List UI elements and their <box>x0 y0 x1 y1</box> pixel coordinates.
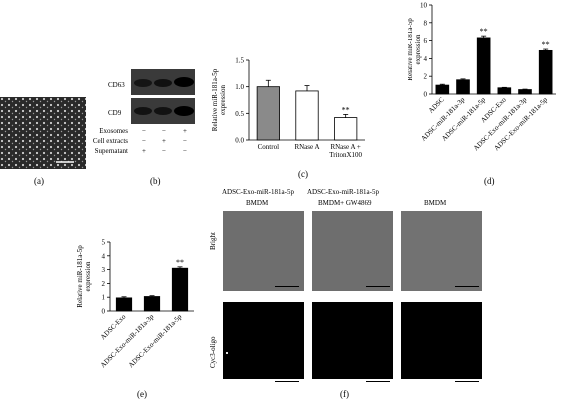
y-tick-label: 6 <box>424 37 428 45</box>
significance-label: ** <box>542 40 550 49</box>
mark: − <box>183 147 187 155</box>
y-tick-label: 3 <box>102 266 106 274</box>
scale-bar <box>275 381 299 382</box>
y-tick-label: 10 <box>420 2 428 10</box>
x-tick-label: RNase A <box>294 143 319 151</box>
x-tick-label: ADSC-Exo-miR-181a-5p <box>127 312 184 369</box>
x-tick-label: RNase A + TritonX100 <box>329 143 362 159</box>
panel-label-a: (a) <box>34 176 44 186</box>
row-label-bright: Bright <box>209 232 217 250</box>
mark: − <box>162 127 166 135</box>
col-header-3-line2: BMDM <box>424 199 447 207</box>
y-axis-label: Relative miR-181a-5pexpression <box>211 68 227 131</box>
bar <box>476 37 491 95</box>
mark: − <box>183 137 187 145</box>
image-cyc3-3 <box>401 302 482 379</box>
mark: − <box>162 147 166 155</box>
panel-label-d: (d) <box>484 176 495 186</box>
col-header-2-line2: BMDM+ GW4869 <box>318 199 372 207</box>
panel-label-c: (c) <box>298 169 308 179</box>
image-cyc3-2 <box>312 302 393 379</box>
panel-label-b: (b) <box>150 176 161 186</box>
panel-label-e: (e) <box>137 389 147 399</box>
y-tick-label: 4 <box>424 55 428 63</box>
significance-label: ** <box>480 27 488 36</box>
row-label-supernatant: Supernatant <box>94 147 128 155</box>
bar <box>497 87 512 95</box>
image-bright-3 <box>401 211 482 291</box>
significance-label: ** <box>176 258 184 267</box>
row-label-cell-extracts: Cell extracts <box>92 137 128 145</box>
bar <box>538 49 553 95</box>
bar <box>456 79 470 95</box>
y-axis-label: Relative miR-181a-5pexpression <box>76 245 92 308</box>
image-bright-2 <box>312 211 393 291</box>
image-bright-1 <box>223 211 304 291</box>
band-label-cd9: CD9 <box>108 109 122 117</box>
chart-e: 0 1 2 3 4 5 Relative miR-181a-5pexpression ADSC… <box>76 239 194 369</box>
scale-bar <box>366 286 390 287</box>
mark: + <box>183 127 187 135</box>
fluorescent-dot <box>226 352 228 354</box>
scale-bar <box>455 381 479 382</box>
bar <box>518 89 532 95</box>
image-cyc3-1 <box>223 302 304 379</box>
scale-bar <box>366 381 390 382</box>
band-label-cd63: CD63 <box>108 81 125 89</box>
bar <box>171 267 189 312</box>
bar <box>334 117 358 141</box>
bar <box>143 296 161 312</box>
mark: − <box>142 127 146 135</box>
chart-c: 0.0 0.5 1.0 1.5 Relative miR-181a-5pexpressi… <box>211 57 365 159</box>
y-tick-label: 4 <box>102 252 106 260</box>
bar <box>115 297 133 312</box>
x-tick-label: ADSC-Exo <box>99 312 128 341</box>
y-tick-label: 5 <box>102 239 106 247</box>
col-header-1-line1: ADSC-Exo-miR-181a-5p <box>222 188 294 196</box>
y-tick-label: 1.5 <box>235 57 244 65</box>
y-tick-label: 8 <box>424 19 428 27</box>
panel-label-f: (f) <box>340 389 349 399</box>
x-tick-label: ADSC <box>427 96 446 115</box>
panel-a <box>0 97 86 169</box>
mark: + <box>162 137 166 145</box>
y-axis-label: Relative miR-181a-5pexpression <box>408 18 422 81</box>
col-header-1-line2: BMDM <box>246 199 269 207</box>
y-tick-label: 0.5 <box>235 110 244 118</box>
bar <box>435 84 450 95</box>
chart-d: 0 2 4 6 8 10 Relative miR-181a-5pexpression ADS… <box>408 2 556 152</box>
col-header-2-line1: ADSC-Exo-miR-181a-5p <box>307 188 379 196</box>
y-tick-label: 0 <box>424 91 428 99</box>
y-tick-label: 1.0 <box>235 83 244 91</box>
x-tick-label: ADSC-Exo-miR-181a-3p <box>99 312 156 369</box>
mark: + <box>142 147 146 155</box>
row-label-exosomes: Exosomes <box>99 127 128 135</box>
y-tick-label: 2 <box>102 280 106 288</box>
y-tick-label: 0 <box>102 308 106 316</box>
row-label-cyc3-oligo: Cyc3-oligo <box>209 336 217 369</box>
treatment-table: Exosomes Cell extracts Supernatant − − +… <box>83 128 198 160</box>
bar <box>295 90 319 141</box>
scale-bar <box>455 286 479 287</box>
scale-bar <box>275 286 299 287</box>
y-tick-label: 2 <box>424 73 428 81</box>
y-tick-label: 1 <box>102 294 106 302</box>
western-blot <box>131 69 195 124</box>
x-tick-label: Control <box>258 143 279 151</box>
mark: − <box>142 137 146 145</box>
bar <box>256 86 280 141</box>
significance-label: ** <box>342 105 350 114</box>
exosome-micrograph <box>0 97 86 169</box>
y-tick-label: 0.0 <box>235 137 244 145</box>
